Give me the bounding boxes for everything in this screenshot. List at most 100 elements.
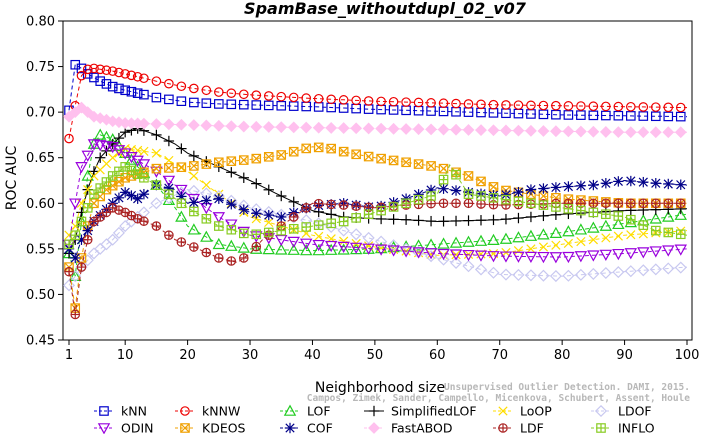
point-LoOP-63-d2 bbox=[451, 250, 461, 260]
legend-marker-kNNW bbox=[180, 406, 190, 416]
point-kNNW-85-ring bbox=[588, 101, 599, 112]
legend-item-LOF: LOF bbox=[280, 404, 331, 419]
point-LDOF-6-dia bbox=[94, 242, 107, 255]
point-FastABOD-49 bbox=[362, 122, 375, 135]
point-LOF-27-tri bbox=[225, 239, 238, 251]
point-KDEOS-41 bbox=[313, 142, 324, 153]
point-INFLO-75 bbox=[526, 198, 536, 209]
point-LDF-39 bbox=[301, 203, 312, 213]
point-kNN-15-box bbox=[151, 92, 162, 103]
point-FastABOD-73 bbox=[512, 124, 525, 137]
point-kNN-35 bbox=[276, 100, 287, 111]
point-SimplifiedLOF-53 bbox=[388, 214, 399, 225]
point-LOF-37 bbox=[287, 243, 300, 255]
point-ODIN-19-tri bbox=[175, 184, 188, 197]
x-tick-label-40: 40 bbox=[304, 348, 321, 363]
point-FastABOD-89-dia bbox=[612, 126, 625, 139]
y-tick-label-0.80: 0.80 bbox=[26, 15, 55, 30]
point-COF-91 bbox=[625, 175, 637, 187]
point-FastABOD-51 bbox=[375, 122, 388, 135]
point-LDOF-1 bbox=[62, 279, 76, 292]
point-LOF-73-tri bbox=[512, 231, 525, 243]
point-LoOP-53-d2 bbox=[388, 244, 399, 255]
point-INFLO-39 bbox=[301, 222, 312, 232]
legend-item-LDF: LDF bbox=[493, 421, 544, 434]
point-LOF-27 bbox=[225, 239, 238, 251]
point-FastABOD-71 bbox=[500, 124, 512, 137]
point-ODIN-75-tri bbox=[524, 251, 538, 264]
point-LDOF-63 bbox=[449, 256, 463, 269]
point-KDEOS-47 bbox=[351, 149, 361, 160]
point-kNNW-51-ring bbox=[376, 96, 386, 107]
point-kNN-95-box bbox=[650, 111, 661, 122]
point-INFLO-37 bbox=[288, 224, 299, 234]
point-kNN-25-box bbox=[214, 99, 224, 109]
point-kNN-97-box bbox=[663, 111, 674, 122]
point-KDEOS-47-diag2 bbox=[351, 149, 361, 159]
point-KDEOS-59-diag2 bbox=[426, 161, 436, 171]
legend-item-COF: COF bbox=[280, 421, 333, 434]
point-kNNW-91 bbox=[626, 101, 636, 112]
point-LoOP-8 bbox=[108, 153, 118, 163]
point-LoOP-73-d2 bbox=[513, 246, 524, 256]
point-FastABOD-77 bbox=[537, 125, 550, 137]
point-LDF-1 bbox=[64, 266, 74, 277]
point-LOF-2 bbox=[69, 269, 82, 281]
legend-marker-kNN bbox=[99, 406, 109, 416]
point-LOF-33-tri bbox=[262, 242, 275, 255]
point-LDF-17 bbox=[164, 230, 174, 240]
point-ODIN-97 bbox=[662, 245, 675, 257]
point-LOF-81 bbox=[562, 225, 575, 237]
point-LOF-21-tri bbox=[187, 223, 201, 235]
point-ODIN-79-tri bbox=[549, 252, 563, 264]
point-LDOF-61 bbox=[437, 253, 450, 266]
point-ODIN-27 bbox=[225, 219, 238, 231]
point-kNN-19 bbox=[176, 96, 187, 107]
point-INFLO-7 bbox=[101, 177, 112, 187]
point-kNN-91 bbox=[626, 111, 636, 121]
point-FastABOD-37 bbox=[287, 121, 300, 134]
point-kNNW-39 bbox=[301, 93, 312, 103]
point-KDEOS-41-diag2 bbox=[314, 142, 324, 153]
point-LOF-67 bbox=[474, 234, 488, 246]
point-kNN-87 bbox=[601, 110, 611, 121]
point-LDOF-8 bbox=[106, 233, 119, 246]
point-KDEOS-45 bbox=[338, 146, 349, 157]
point-SimplifiedLOF-65 bbox=[463, 215, 474, 226]
point-kNNW-63-ring bbox=[451, 98, 461, 109]
point-kNNW-53 bbox=[388, 96, 399, 107]
point-kNNW-71-ring bbox=[501, 100, 511, 110]
point-LDOF-89-dia bbox=[612, 266, 625, 279]
point-FastABOD-99 bbox=[674, 126, 687, 139]
point-FastABOD-85 bbox=[587, 125, 600, 138]
point-kNNW-97-ring bbox=[663, 102, 674, 113]
point-FastABOD-25-dia bbox=[212, 119, 225, 132]
point-LDF-4 bbox=[82, 234, 93, 245]
point-LoOP-3-d2 bbox=[76, 198, 87, 208]
legend-marker-ODIN-tri bbox=[97, 423, 111, 434]
point-FastABOD-75-dia bbox=[525, 124, 537, 137]
point-kNN-3-box bbox=[76, 63, 87, 74]
point-LDOF-49 bbox=[362, 231, 375, 244]
point-KDEOS-59 bbox=[426, 161, 436, 171]
point-ODIN-43 bbox=[324, 240, 338, 253]
point-ODIN-9 bbox=[112, 145, 126, 157]
point-kNN-13-box bbox=[139, 89, 149, 100]
series-SimplifiedLOF bbox=[63, 123, 688, 259]
point-FastABOD-79-dia bbox=[550, 125, 562, 138]
point-FastABOD-19-dia bbox=[175, 118, 188, 131]
point-KDEOS-27-diag2 bbox=[226, 156, 236, 166]
point-LDF-23 bbox=[201, 247, 212, 258]
point-LOF-4 bbox=[81, 169, 94, 181]
point-KDEOS-39 bbox=[301, 143, 312, 154]
point-ODIN-45 bbox=[337, 241, 350, 254]
point-KDEOS-53 bbox=[388, 155, 399, 166]
point-LDF-63 bbox=[451, 198, 461, 209]
point-INFLO-65 bbox=[463, 189, 474, 199]
point-KDEOS-49 bbox=[363, 151, 374, 162]
point-SimplifiedLOF-77 bbox=[538, 210, 549, 222]
point-ODIN-17 bbox=[162, 175, 176, 187]
series-line-LoOP bbox=[68, 148, 688, 256]
point-LOF-39-tri bbox=[299, 244, 313, 256]
point-kNNW-87 bbox=[601, 101, 611, 112]
